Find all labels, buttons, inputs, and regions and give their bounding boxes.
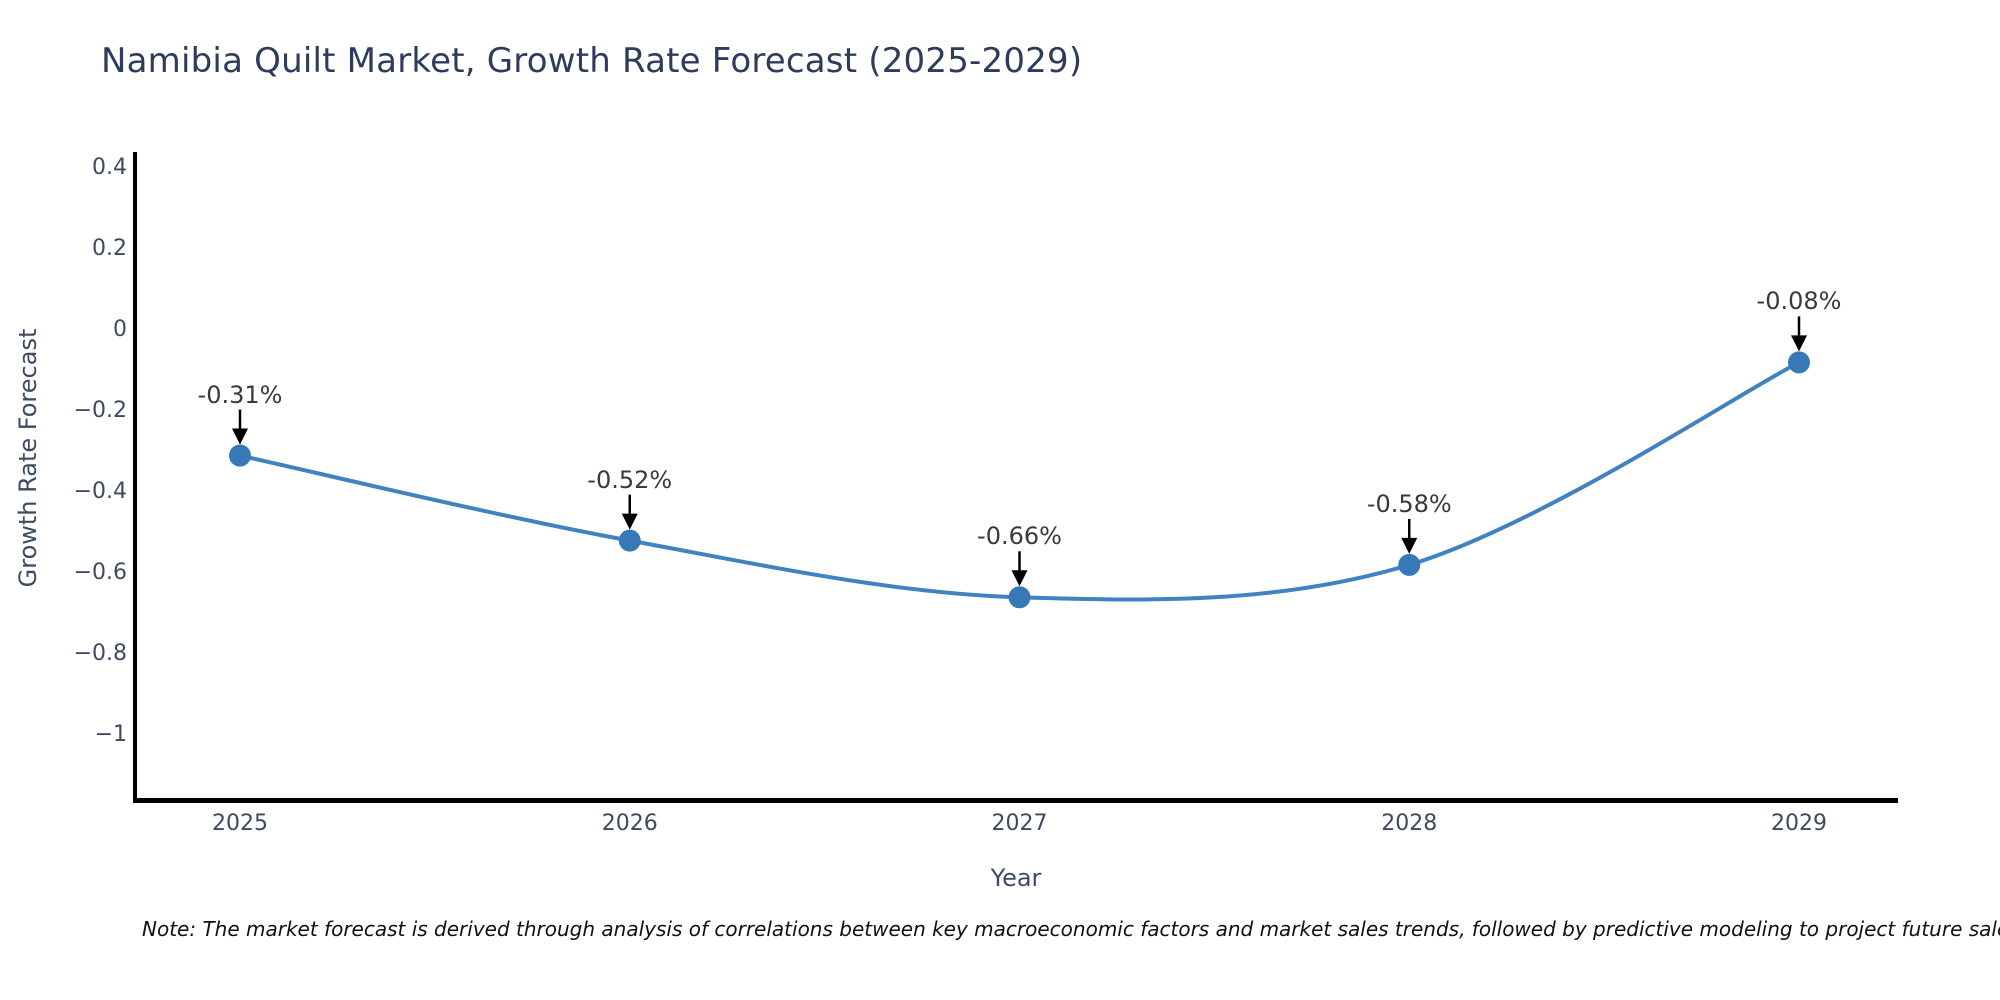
data-point-annotation: -0.52% [587, 465, 673, 494]
annotation-arrowhead [1791, 335, 1807, 352]
data-point-marker [1788, 351, 1810, 374]
data-point-annotation: -0.66% [977, 522, 1062, 551]
x-tick-label: 2028 [1381, 811, 1438, 836]
x-tick-label: 2029 [1771, 811, 1827, 836]
y-tick-label: 0.4 [92, 155, 127, 180]
annotation-arrowhead [1401, 537, 1418, 554]
x-tick-label: 2025 [212, 811, 268, 836]
footnote: Note: The market forecast is derived thr… [142, 917, 2000, 941]
y-axis-title: Growth Rate Forecast [14, 328, 42, 588]
annotation-arrowhead [621, 513, 638, 530]
data-point-marker [1398, 553, 1421, 576]
annotation-arrowhead [232, 428, 248, 445]
y-tick-label: −0.4 [73, 479, 127, 504]
y-tick-label: 0 [113, 317, 127, 342]
data-point-marker [1008, 586, 1031, 609]
data-point-annotation: -0.31% [197, 380, 283, 409]
x-axis-spine [133, 798, 1898, 803]
data-point-annotation: -0.08% [1756, 287, 1842, 316]
y-tick-label: −0.8 [73, 641, 127, 666]
y-axis-spine [133, 152, 137, 803]
x-tick-label: 2027 [991, 811, 1048, 836]
y-tick-label: −1 [94, 722, 127, 747]
y-tick-label: −0.6 [73, 560, 127, 585]
chart-title: Namibia Quilt Market, Growth Rate Foreca… [101, 41, 1083, 81]
annotation-arrowhead [1011, 570, 1028, 587]
x-tick-label: 2026 [601, 811, 658, 836]
data-point-marker [229, 444, 251, 467]
data-point-marker [618, 529, 641, 552]
data-point-annotation: -0.58% [1366, 489, 1452, 518]
x-axis-title: Year [990, 864, 1042, 892]
y-tick-label: −0.2 [73, 398, 127, 423]
y-tick-label: 0.2 [92, 236, 127, 261]
